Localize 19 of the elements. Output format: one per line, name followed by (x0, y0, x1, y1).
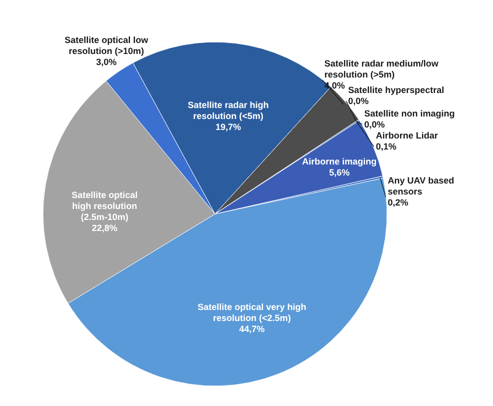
text: 0,0% (348, 96, 369, 106)
slice-label: Satellite optical low resolution (>10m) (64, 35, 150, 56)
data-label: 3,0% (96, 57, 117, 68)
slice-label: Satellite radar medium/low resolution (>5m) (324, 58, 440, 80)
data-label: 19,7% (215, 122, 242, 132)
data-label: 0,1% (376, 142, 396, 152)
slice-label: Any UAV based sensors (388, 175, 454, 196)
category-label: Satellite hyperspectral (348, 84, 444, 95)
data-label: 5,6% (329, 168, 350, 178)
slice-label: Airborne imaging (302, 156, 377, 167)
data-label: 22,8% (92, 223, 118, 234)
data-label: 44,7% (239, 324, 265, 334)
legend-label: Satellite non imaging (364, 108, 455, 118)
slice-label: Satellite optical very high resolution (<2.5m) (198, 302, 306, 323)
data-label: 0,2% (388, 197, 408, 208)
slice-label: Satellite radar high resolution (<5m) (188, 100, 269, 121)
slice-label: Satellite optical high resolution (2.5m-10m) (72, 190, 138, 222)
text: 0,0% (364, 119, 385, 130)
slice-label: Airborne Lidar (376, 130, 438, 141)
